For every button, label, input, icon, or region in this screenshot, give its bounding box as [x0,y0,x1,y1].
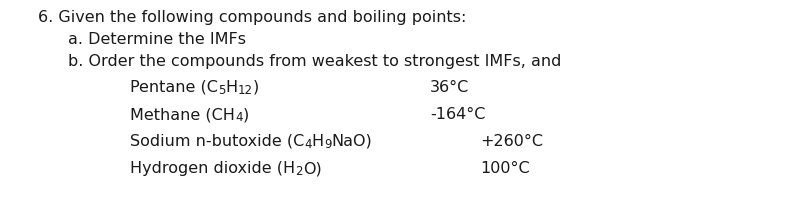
Text: a. Determine the IMFs: a. Determine the IMFs [68,32,245,47]
Text: 4: 4 [234,111,242,124]
Text: b. Order the compounds from weakest to strongest IMFs, and: b. Order the compounds from weakest to s… [68,54,561,69]
Text: +260°C: +260°C [480,134,542,149]
Text: Methane (CH: Methane (CH [130,107,234,122]
Text: 9: 9 [323,138,331,151]
Text: NaO): NaO) [331,134,371,149]
Text: ): ) [252,80,258,95]
Text: H: H [311,134,323,149]
Text: -164°C: -164°C [429,107,484,122]
Text: 2: 2 [295,165,302,178]
Text: 12: 12 [237,84,252,97]
Text: 100°C: 100°C [480,161,529,176]
Text: 6. Given the following compounds and boiling points:: 6. Given the following compounds and boi… [38,10,466,25]
Text: Pentane (C: Pentane (C [130,80,217,95]
Text: Hydrogen dioxide (H: Hydrogen dioxide (H [130,161,295,176]
Text: O): O) [302,161,321,176]
Text: 36°C: 36°C [429,80,468,95]
Text: 4: 4 [304,138,311,151]
Text: Sodium n-butoxide (C: Sodium n-butoxide (C [130,134,304,149]
Text: ): ) [242,107,249,122]
Text: 5: 5 [217,84,225,97]
Text: H: H [225,80,237,95]
